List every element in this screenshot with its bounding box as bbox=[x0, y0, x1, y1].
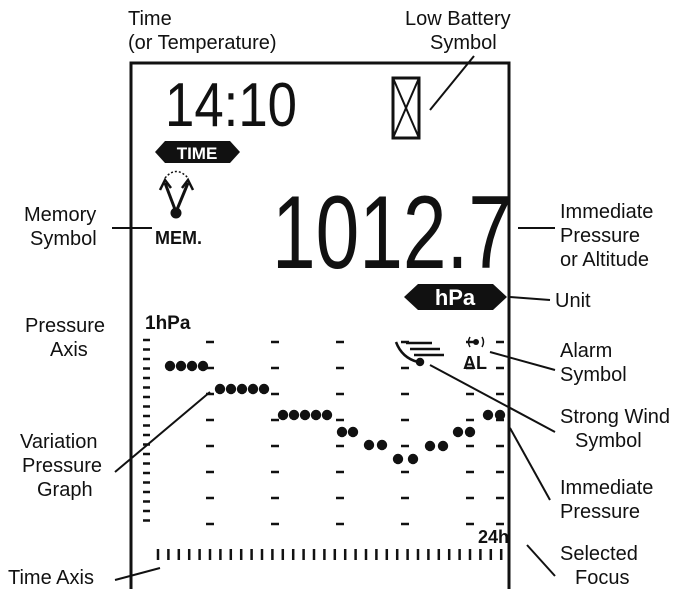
time-badge bbox=[155, 141, 240, 163]
memory-icon bbox=[158, 170, 195, 219]
alarm-text: AL bbox=[463, 353, 487, 373]
wind-icon bbox=[394, 341, 444, 367]
graph-dot bbox=[197, 360, 209, 372]
graph-dot bbox=[299, 409, 311, 421]
focus-text: 24h bbox=[478, 527, 509, 547]
graph-dot bbox=[482, 409, 494, 421]
callout: Unit bbox=[555, 290, 591, 312]
graph-dot bbox=[310, 409, 322, 421]
callout: Strong Wind Symbol bbox=[560, 406, 670, 452]
time-reading: 14:10 bbox=[165, 71, 297, 140]
graph-dot bbox=[407, 453, 419, 465]
graph-dot bbox=[236, 383, 248, 395]
graph-dot bbox=[321, 409, 333, 421]
time-badge-text: TIME bbox=[177, 144, 218, 163]
graph-dot bbox=[437, 440, 449, 452]
callout: Immediate Pressure or Altitude bbox=[560, 201, 653, 271]
graph-dot bbox=[258, 383, 270, 395]
graph-dot bbox=[175, 360, 187, 372]
axis-unit: 1hPa bbox=[145, 313, 191, 334]
graph-dot bbox=[225, 383, 237, 395]
graph-dot bbox=[452, 426, 464, 438]
callout: Low Battery Symbol bbox=[405, 8, 511, 54]
graph-dot bbox=[464, 426, 476, 438]
callout: Time Axis bbox=[8, 567, 94, 589]
graph-dot bbox=[363, 439, 375, 451]
graph bbox=[143, 338, 506, 560]
lcd-frame bbox=[129, 61, 511, 589]
unit-badge-text: hPa bbox=[435, 285, 476, 310]
callout: Alarm Symbol bbox=[560, 340, 627, 386]
graph-dot bbox=[347, 426, 359, 438]
graph-dot bbox=[392, 453, 404, 465]
graph-dot bbox=[277, 409, 289, 421]
callout: Variation Pressure Graph bbox=[20, 431, 102, 501]
battery-icon bbox=[391, 76, 421, 140]
callout: Selected Focus bbox=[560, 543, 638, 589]
callout: Pressure Axis bbox=[25, 315, 105, 361]
graph-dot bbox=[247, 383, 259, 395]
leader-lines bbox=[112, 55, 556, 581]
callout: Time (or Temperature) bbox=[128, 8, 277, 54]
graph-dot bbox=[288, 409, 300, 421]
memory-text: MEM. bbox=[155, 228, 202, 248]
graph-dot bbox=[494, 409, 506, 421]
callout: Immediate Pressure bbox=[560, 477, 653, 523]
callout: Memory Symbol bbox=[24, 204, 97, 250]
unit-badge bbox=[404, 284, 507, 310]
graph-dot bbox=[424, 440, 436, 452]
graph-dot bbox=[164, 360, 176, 372]
pressure-reading: 1012.7 bbox=[272, 175, 512, 291]
graph-dot bbox=[336, 426, 348, 438]
graph-dot bbox=[214, 383, 226, 395]
graph-dot bbox=[186, 360, 198, 372]
graph-dot bbox=[376, 439, 388, 451]
